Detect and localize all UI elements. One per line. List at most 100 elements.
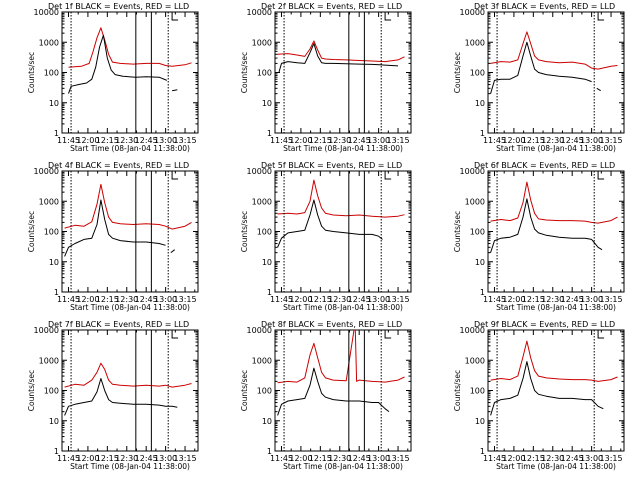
y-axis-label: Counts/sec [240, 52, 249, 93]
x-tick-label: 12:15 [96, 454, 119, 463]
y-axis-label: Counts/sec [453, 211, 462, 252]
y-tick-label: 100 [257, 228, 272, 237]
plot-frame [274, 329, 412, 452]
y-tick-label: 1 [54, 447, 59, 456]
x-tick-label: 13:00 [367, 454, 390, 463]
x-tick-label: 13:15 [387, 454, 410, 463]
x-tick-label: 13:00 [580, 295, 603, 304]
x-axis-label: Start Time (08-Jan-04 11:38:00) [70, 462, 190, 471]
x-tick-label: 12:15 [96, 295, 119, 304]
x-tick-label: 12:45 [561, 454, 584, 463]
x-tick-label: 12:15 [309, 136, 332, 145]
x-tick-label: 13:00 [367, 136, 390, 145]
lld-series-line [64, 362, 192, 388]
events-series-line [172, 89, 178, 92]
events-series-line [68, 34, 168, 94]
bracket-marker [171, 12, 179, 21]
y-tick-label: 1000 [465, 197, 485, 206]
panel-det-8: 1 10 100 1000 10000 11:4512:0012:1512:3012:45… [240, 320, 412, 471]
y-tick-label: 10000 [34, 8, 59, 17]
x-axis-label: Start Time (08-Jan-04 11:38:00) [283, 303, 403, 312]
lld-series-line [490, 181, 618, 224]
x-tick-label: 12:30 [115, 136, 138, 145]
x-axis-label: Start Time (08-Jan-04 11:38:00) [283, 462, 403, 471]
panel-det-9: 1 10 100 1000 10000 11:4512:0012:1512:3012:45… [453, 320, 625, 471]
plot-frame [61, 329, 199, 452]
panel-title: Det 2f BLACK = Events, RED = LLD [261, 2, 402, 11]
x-tick-label: 12:00 [76, 295, 99, 304]
y-tick-label: 1000 [252, 356, 272, 365]
y-tick-label: 1000 [465, 38, 485, 47]
y-tick-label: 1 [267, 288, 272, 297]
events-series-line [64, 378, 178, 416]
x-axis-label: Start Time (08-Jan-04 11:38:00) [70, 303, 190, 312]
y-tick-label: 10 [49, 258, 59, 267]
lld-series-line [277, 330, 405, 384]
panel-title: Det 7f BLACK = Events, RED = LLD [48, 320, 189, 329]
panel-title: Det 4f BLACK = Events, RED = LLD [48, 161, 189, 170]
x-tick-label: 12:15 [522, 454, 545, 463]
y-tick-label: 1 [54, 288, 59, 297]
y-axis-label: Counts/sec [27, 52, 36, 93]
lld-series-line [490, 31, 618, 70]
panel-title: Det 5f BLACK = Events, RED = LLD [261, 161, 402, 170]
y-tick-label: 1000 [39, 356, 59, 365]
y-tick-label: 100 [44, 69, 59, 78]
y-tick-label: 10 [49, 417, 59, 426]
x-tick-label: 13:00 [580, 454, 603, 463]
x-tick-label: 12:30 [328, 136, 351, 145]
panel-det-7: 1 10 100 1000 10000 11:4512:0012:1512:3012:45… [27, 320, 199, 471]
x-tick-label: 12:30 [541, 454, 564, 463]
y-tick-label: 100 [257, 69, 272, 78]
x-tick-label: 12:15 [522, 295, 545, 304]
panel-title: Det 3f BLACK = Events, RED = LLD [474, 2, 615, 11]
panel-title: Det 1f BLACK = Events, RED = LLD [48, 2, 189, 11]
lld-series-line [490, 340, 618, 382]
x-tick-label: 13:15 [600, 136, 623, 145]
y-tick-label: 1 [480, 129, 485, 138]
y-tick-label: 1 [267, 447, 272, 456]
y-tick-label: 100 [470, 69, 485, 78]
panel-title: Det 9f BLACK = Events, RED = LLD [474, 320, 615, 329]
x-axis-label: Start Time (08-Jan-04 11:38:00) [70, 144, 190, 153]
y-tick-label: 1000 [252, 38, 272, 47]
y-axis-label: Counts/sec [27, 211, 36, 252]
events-series-line [277, 199, 383, 248]
plot-frame [61, 170, 199, 293]
events-series-line [490, 361, 604, 416]
y-tick-label: 10000 [460, 167, 485, 176]
plot-frame [61, 11, 199, 134]
y-tick-label: 1 [267, 129, 272, 138]
bracket-marker [384, 171, 392, 180]
y-axis-label: Counts/sec [27, 370, 36, 411]
bracket-marker [597, 12, 605, 21]
panel-det-4: 1 10 100 1000 10000 11:4512:0012:1512:3012:45… [27, 161, 199, 312]
y-tick-label: 10000 [34, 167, 59, 176]
bracket-marker [384, 12, 392, 21]
y-tick-label: 10000 [460, 326, 485, 335]
lld-series-line [68, 27, 192, 68]
x-tick-label: 11:45 [57, 454, 80, 463]
x-tick-label: 12:45 [348, 295, 371, 304]
x-tick-label: 12:30 [541, 295, 564, 304]
x-tick-label: 12:30 [328, 295, 351, 304]
x-tick-label: 12:00 [502, 454, 525, 463]
x-tick-label: 12:15 [309, 295, 332, 304]
x-tick-label: 11:45 [57, 136, 80, 145]
x-axis-label: Start Time (08-Jan-04 11:38:00) [496, 303, 616, 312]
x-tick-label: 12:15 [96, 136, 119, 145]
y-tick-label: 10 [49, 99, 59, 108]
y-tick-label: 10000 [34, 326, 59, 335]
events-series-line [64, 199, 166, 257]
x-tick-label: 12:00 [289, 454, 312, 463]
x-tick-label: 12:30 [115, 454, 138, 463]
y-tick-label: 10 [262, 417, 272, 426]
x-tick-label: 11:45 [270, 136, 293, 145]
y-tick-label: 100 [257, 387, 272, 396]
x-axis-label: Start Time (08-Jan-04 11:38:00) [283, 144, 403, 153]
x-tick-label: 13:00 [154, 136, 177, 145]
x-tick-label: 12:00 [502, 295, 525, 304]
x-tick-label: 12:45 [135, 454, 158, 463]
bracket-marker [171, 330, 179, 339]
